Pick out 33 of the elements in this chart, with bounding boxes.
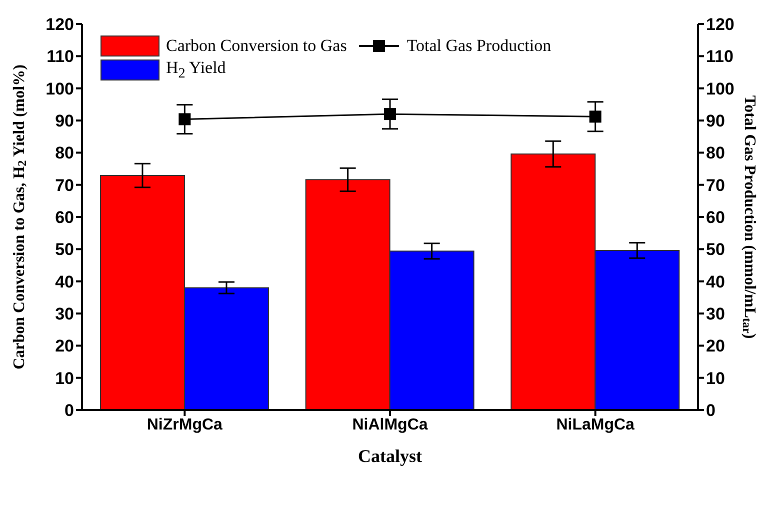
legend-label: Total Gas Production: [406, 36, 552, 56]
y2-tick-label: 80: [706, 144, 725, 163]
y-tick-label: 0: [64, 401, 74, 420]
legend-label: H$_{2}$ Yield: [166, 58, 226, 82]
y2-tick-label: 40: [706, 272, 725, 292]
y2-tick-label: 90: [706, 112, 725, 131]
y2-tick-label: 50: [706, 240, 725, 260]
y2-tick-label: 0: [706, 401, 716, 420]
y2-tick-label: 70: [706, 176, 725, 195]
y-tick-label: 70: [55, 176, 74, 195]
y2-tick-label: 10: [706, 368, 725, 388]
y2-tick-label: 120: [706, 15, 734, 34]
y-tick-label: 30: [55, 304, 74, 324]
x-tick-label: NiAlMgCa: [352, 416, 428, 434]
legend-label: Carbon Conversion to Gas: [166, 36, 347, 56]
y2-tick-label: 30: [706, 304, 725, 324]
y-tick-label: 100: [46, 79, 74, 98]
x-tick-label: NiLaMgCa: [556, 416, 635, 434]
y-tick-label: 50: [55, 240, 74, 260]
y-tick-label: 120: [46, 15, 74, 34]
y-tick-label: 60: [55, 208, 74, 228]
y-tick-label: 110: [46, 47, 74, 66]
y-tick-label: 40: [55, 272, 74, 292]
y-tick-label: 90: [55, 112, 74, 131]
y2-tick-label: 100: [706, 79, 734, 98]
x-tick-label: NiZrMgCa: [146, 416, 223, 434]
y-tick-label: 10: [55, 368, 74, 388]
x-axis-title: Catalyst: [358, 446, 422, 466]
y2-tick-label: 60: [706, 208, 725, 228]
y-tick-label: 80: [55, 144, 74, 163]
y2-tick-label: 110: [706, 47, 734, 66]
y-tick-label: 20: [55, 336, 74, 356]
y2-tick-label: 20: [706, 336, 725, 356]
